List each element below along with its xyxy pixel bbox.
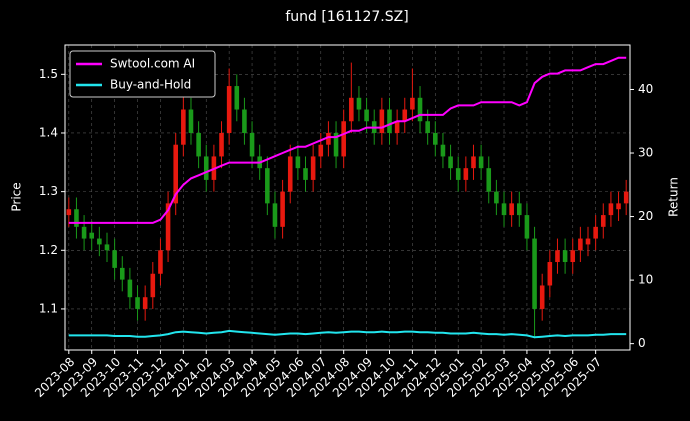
candle-body [219, 132, 224, 157]
candle-body [387, 109, 392, 133]
candle-body [463, 168, 469, 180]
candle-body [66, 209, 72, 216]
candle-body [97, 238, 102, 245]
y2-axis-label: Return [667, 177, 681, 217]
legend-box [69, 50, 216, 98]
candle-body [616, 203, 621, 210]
candle-body [181, 109, 186, 145]
candle-body [104, 244, 110, 251]
candle-body [173, 144, 178, 204]
y-tick-label: 1.5 [39, 67, 58, 81]
candle-body [310, 156, 316, 180]
candle-body [234, 86, 240, 110]
candle-body [242, 109, 247, 133]
candle-body [585, 238, 591, 245]
candle-body [494, 191, 499, 204]
series-line [68, 56, 627, 224]
candle-body [471, 156, 476, 169]
y2-tick-label: 30 [638, 146, 653, 160]
plot-frame [64, 44, 631, 351]
candle-body [478, 156, 484, 169]
y2-tick-label: 0 [638, 336, 646, 350]
candle-body [593, 226, 598, 239]
candle-body [623, 191, 629, 204]
candle-body [509, 203, 514, 216]
y2-tick-label: 10 [638, 273, 653, 287]
candle-body [119, 267, 125, 280]
candle-body [158, 250, 163, 274]
candle-body [188, 109, 194, 133]
candle-body [349, 97, 354, 122]
candle-body [265, 168, 270, 204]
candle-body [448, 156, 453, 169]
candle-body [127, 279, 133, 298]
candle-body [150, 273, 156, 298]
candle-body [578, 238, 583, 251]
candle-body [142, 297, 148, 309]
legend-label: Buy-and-Hold [110, 78, 191, 92]
candle-body [226, 86, 232, 133]
candle-body [364, 109, 369, 122]
candle-body [318, 144, 324, 157]
candle-body [203, 156, 209, 180]
candle-body [517, 203, 522, 216]
candle-body [547, 262, 553, 286]
candle-body [524, 215, 530, 239]
y-tick-label: 1.1 [39, 301, 58, 315]
y-tick-label: 1.3 [39, 184, 58, 198]
candle-body [570, 250, 576, 263]
candle-body [112, 250, 117, 268]
candle-body [165, 203, 171, 251]
candle-body [89, 232, 95, 239]
candle-body [303, 168, 308, 180]
candle-body [539, 285, 545, 309]
candle-body [455, 168, 461, 180]
y2-tick-label: 40 [638, 82, 653, 96]
candle-body [196, 132, 201, 157]
candle-body [74, 209, 79, 227]
candle-body [425, 121, 430, 133]
y-tick-label: 1.2 [39, 243, 58, 257]
candle-body [394, 121, 400, 133]
candle-body [287, 156, 293, 192]
candle-body [410, 97, 415, 110]
candle-body [501, 203, 507, 216]
y-axis-label: Price [10, 182, 24, 211]
legend-label: Swtool.com AI [110, 57, 195, 71]
candle-body [379, 109, 385, 133]
candle-body [486, 168, 492, 192]
candle-body [402, 109, 408, 122]
candle-body [249, 132, 255, 157]
candle-body [81, 226, 87, 239]
y2-tick-label: 20 [638, 209, 653, 223]
candle-body [295, 156, 301, 169]
candle-body [433, 132, 438, 145]
candle-body [333, 132, 339, 157]
chart-title: fund [161127.SZ] [285, 9, 408, 25]
candle-body [608, 203, 614, 216]
candle-body [555, 250, 560, 263]
candle-body [341, 121, 346, 157]
candle-body [532, 238, 537, 309]
candle-body [272, 203, 278, 227]
candle-body [280, 191, 285, 227]
series-line [68, 329, 627, 339]
candle-body [417, 97, 423, 122]
y-tick-label: 1.4 [39, 125, 58, 139]
candle-body [356, 97, 362, 110]
candle-body [440, 144, 446, 157]
candle-body [135, 297, 140, 309]
candle-body [326, 132, 331, 145]
candle-body [600, 215, 606, 227]
candle-body [562, 250, 568, 263]
